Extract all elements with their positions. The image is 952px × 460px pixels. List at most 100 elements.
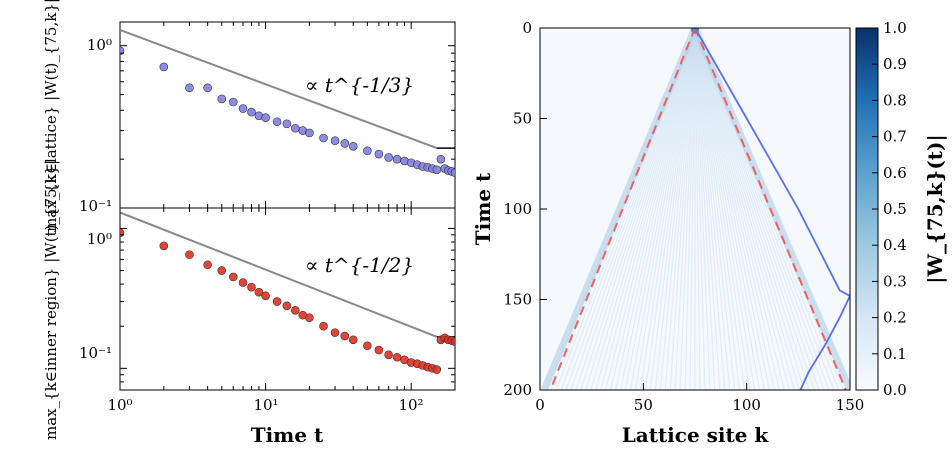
top-point xyxy=(282,119,292,129)
heatmap-interference-ray xyxy=(664,28,696,390)
heatmap-interference-ray xyxy=(694,28,800,390)
bottom-point xyxy=(384,350,393,360)
heatmap-interference-ray xyxy=(570,28,696,390)
bottom-point xyxy=(305,313,314,323)
heatmap-interference-ray xyxy=(694,28,785,390)
bottom-point xyxy=(363,341,372,351)
heatmap-xtick-label: 150 xyxy=(836,396,865,414)
heatmap-interference-ray xyxy=(694,28,746,390)
heatmap-interference-ray xyxy=(694,28,761,390)
heatmap-interference-ray xyxy=(694,28,701,390)
light-cone-left xyxy=(549,28,696,390)
heatmap-interference-ray xyxy=(694,28,805,390)
heatmap-xlabel: Lattice site k xyxy=(622,423,770,447)
top-point xyxy=(217,94,227,104)
bottom-point xyxy=(348,335,358,345)
bottom-xtick-label: 10¹ xyxy=(253,396,278,414)
top-point xyxy=(348,141,358,151)
heatmap-interference-ray xyxy=(644,28,696,390)
colorbar-tick-label: 0.8 xyxy=(883,91,907,109)
bottom-scatter-panel: ∝ t^{-1/2} 10⁰ 10⁻¹ 10⁰ 10¹ 10² Time t m… xyxy=(42,160,456,447)
heatmap-interference-ray xyxy=(694,28,780,390)
heatmap-interference-ray xyxy=(694,28,751,390)
heatmap-interference-ray xyxy=(694,28,825,390)
heatmap-interference-ray xyxy=(605,28,696,390)
top-point xyxy=(247,107,256,117)
heatmap-interference-ray xyxy=(694,28,726,390)
top-point xyxy=(436,154,446,164)
colorbar-tick-label: 0.9 xyxy=(883,55,907,73)
colorbar-tick-label: 0.0 xyxy=(883,381,907,399)
heatmap-interference-ray xyxy=(639,28,696,390)
bottom-point xyxy=(319,321,328,331)
heatmap-interference-ray xyxy=(624,28,696,390)
top-point xyxy=(374,149,384,159)
heatmap-interference-ray xyxy=(684,28,696,390)
colorbar-tick-label: 0.5 xyxy=(883,200,907,218)
heatmap-interference-ray xyxy=(694,28,716,390)
bottom-point xyxy=(272,297,282,306)
top-point xyxy=(203,83,212,93)
heatmap-interference-ray xyxy=(694,28,815,390)
heatmap-interference-ray xyxy=(595,28,696,390)
heatmap-interference-ray xyxy=(674,28,696,390)
colorbar-tick-label: 0.4 xyxy=(883,236,907,254)
colorbar: 0.0 0.1 0.2 0.3 0.4 0.5 0.6 0.7 0.8 0.9 1.0 |W_{75… xyxy=(855,19,947,399)
bottom-point xyxy=(330,328,340,337)
top-point xyxy=(432,165,442,175)
top-point xyxy=(305,128,314,138)
heatmap-interference-ray xyxy=(654,28,696,390)
top-annotation: ∝ t^{-1/3} xyxy=(305,73,414,97)
heatmap-ytick-label: 100 xyxy=(503,200,532,218)
heatmap-interference-ray xyxy=(694,28,731,390)
heatmap-interference-ray xyxy=(580,28,696,390)
top-scatter-panel: ∝ t^{-1/3} 10⁰ 10⁻¹ max_{k∈lattice} |W(t… xyxy=(42,0,456,232)
bottom-point xyxy=(450,337,455,347)
heatmap-interference-ray xyxy=(694,28,790,390)
colorbar-label: |W_{75,k}(t)| xyxy=(923,134,947,284)
light-cone-right xyxy=(694,28,847,390)
bottom-xlabel: Time t xyxy=(251,423,324,447)
top-point xyxy=(159,62,169,72)
heatmap-interference-ray xyxy=(590,28,696,390)
top-guide-line xyxy=(120,29,438,150)
heatmap-interference-ray xyxy=(694,28,795,390)
heatmap-xtick-label: 50 xyxy=(634,396,653,414)
bottom-xtick-label: 10⁰ xyxy=(107,396,132,414)
top-point xyxy=(330,136,340,145)
heatmap-ylabel: Time t xyxy=(471,172,495,245)
heatmap-interference-ray xyxy=(615,28,696,390)
bottom-point xyxy=(120,228,125,238)
colorbar-tick-label: 0.1 xyxy=(883,345,907,363)
bottom-point xyxy=(203,260,212,270)
heatmap-ytick-label: 0 xyxy=(522,19,532,37)
top-point xyxy=(340,139,350,148)
bottom-point xyxy=(217,266,227,275)
heatmap-interference-ray xyxy=(659,28,696,390)
heatmap-interference-ray xyxy=(694,28,766,390)
top-point xyxy=(392,154,402,164)
heatmap-interference-ray xyxy=(694,28,706,390)
bottom-point xyxy=(340,331,350,341)
heatmap-interference-ray xyxy=(679,28,696,390)
bottom-ytick-label: 10⁰ xyxy=(87,230,112,248)
bottom-ylabel: max_{k∈inner region} |W(t)_{75,k}| xyxy=(42,160,60,440)
bottom-point xyxy=(261,291,270,301)
top-ytick-label: 10⁻¹ xyxy=(79,197,112,215)
bottom-point xyxy=(247,282,256,292)
bottom-point xyxy=(291,305,300,315)
colorbar-tick-label: 1.0 xyxy=(883,19,907,37)
bottom-xtick-label: 10² xyxy=(398,396,423,414)
top-ytick-label: 10⁰ xyxy=(87,36,112,54)
heatmap-xtick-label: 0 xyxy=(535,396,545,414)
heatmap-interference-ray xyxy=(585,28,696,390)
bottom-point xyxy=(159,241,169,251)
heatmap-interference-ray xyxy=(634,28,696,390)
bottom-ytick-label: 10⁻¹ xyxy=(79,344,112,362)
heatmap-interference-ray xyxy=(694,28,810,390)
colorbar-tick-label: 0.7 xyxy=(883,128,907,146)
heatmap-interference-ray xyxy=(694,28,711,390)
top-point xyxy=(238,104,248,113)
colorbar-tick-label: 0.3 xyxy=(883,272,907,290)
